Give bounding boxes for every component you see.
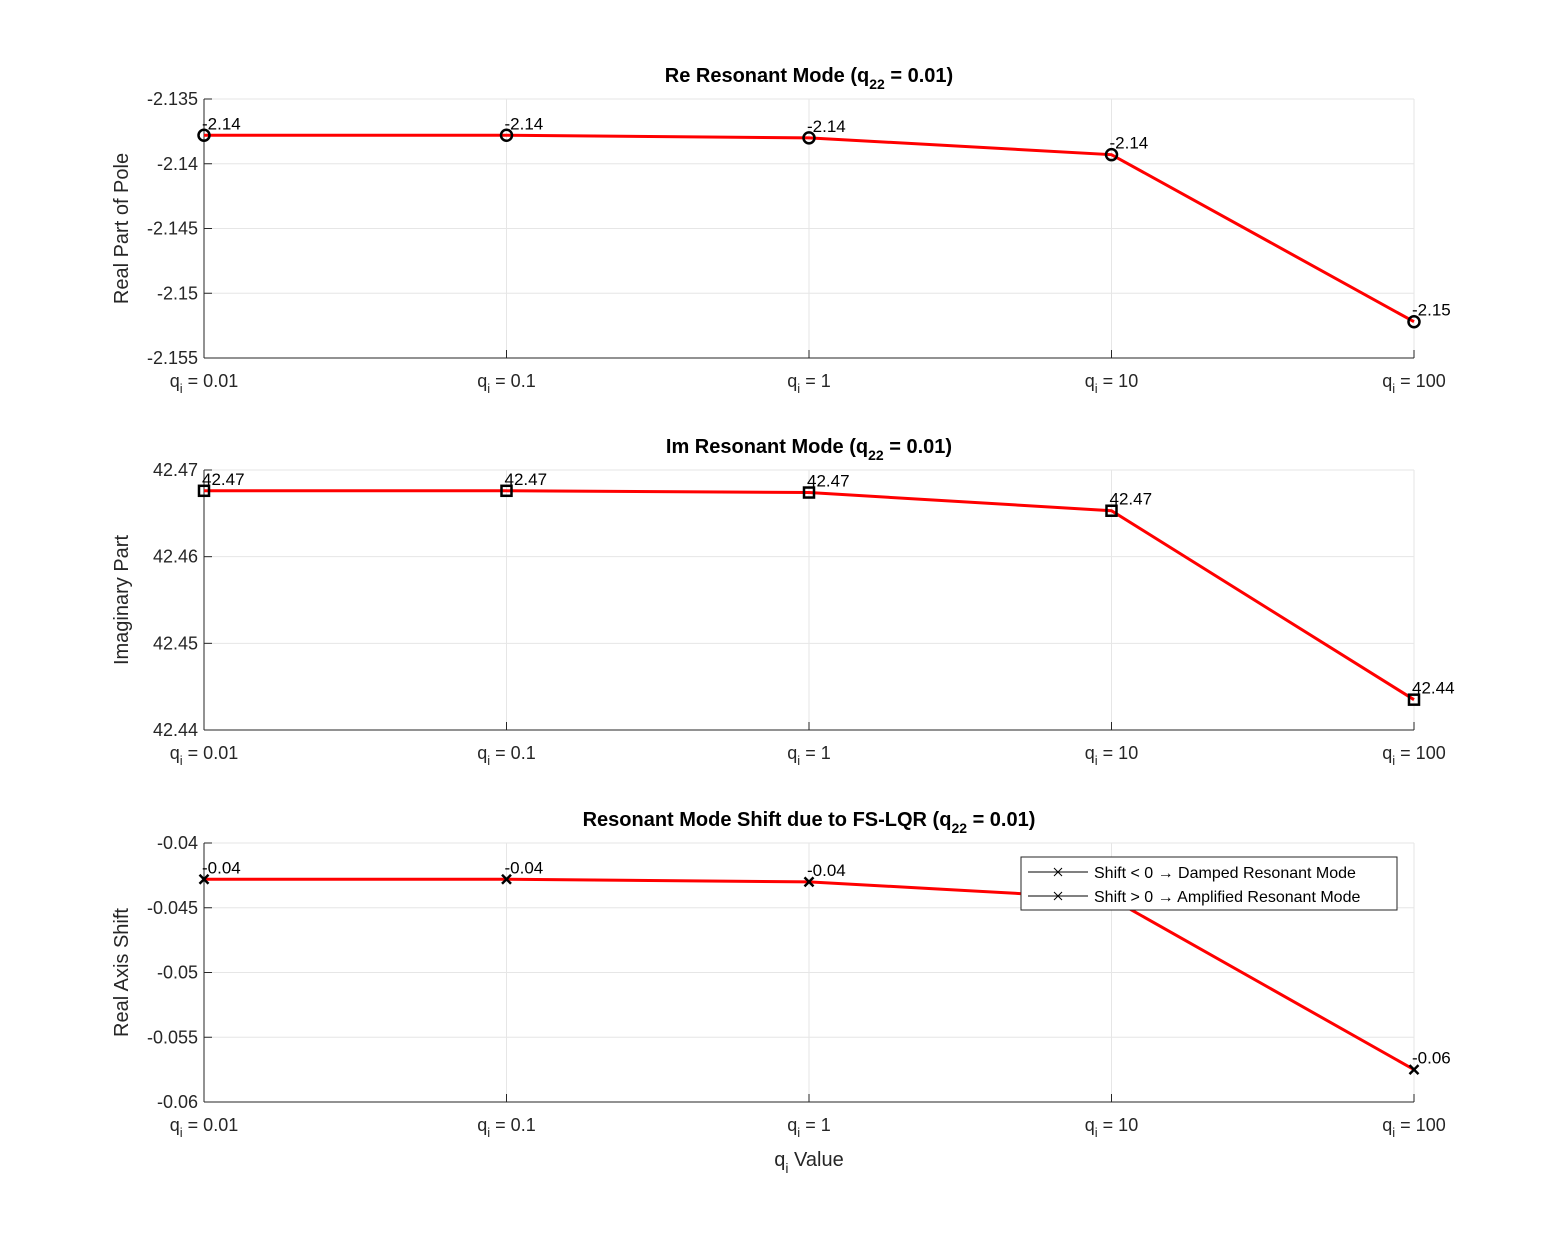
data-label: -0.04 — [807, 861, 846, 880]
data-label: 42.47 — [505, 470, 548, 489]
y-tick-label: -0.045 — [147, 898, 198, 918]
data-point — [197, 484, 211, 498]
data-point — [1105, 504, 1118, 517]
data-point — [198, 873, 210, 885]
data-point — [802, 486, 816, 499]
data-label: -2.14 — [807, 117, 846, 136]
legend-marker — [1053, 867, 1063, 877]
data-label: -0.04 — [505, 858, 544, 877]
data-label: -2.14 — [505, 114, 544, 133]
legend-entry: Shift > 0 → Amplified Resonant Mode — [1094, 889, 1360, 906]
data-point — [803, 876, 815, 888]
y-tick-label: -2.135 — [147, 89, 198, 109]
data-label: -0.04 — [202, 858, 241, 877]
panel-2: 42.44 42.45 42.46 42.47 qi = 0.01 qi = 0.1 qi … — [111, 436, 1455, 768]
y-tick-label: 42.46 — [153, 547, 198, 567]
y-tick-label: -2.155 — [147, 348, 198, 368]
data-label: -2.15 — [1412, 301, 1451, 320]
data-point — [1407, 693, 1421, 706]
data-label: -2.14 — [1110, 134, 1149, 153]
y-tick-label: -2.145 — [147, 219, 198, 239]
x-tick-label: qi = 10 — [1085, 743, 1138, 768]
y-axis-label: Real Part of Pole — [111, 153, 133, 304]
data-label: 42.47 — [202, 470, 245, 489]
data-label: 42.47 — [1110, 490, 1153, 509]
legend: Shift < 0 → Damped Resonant Mode Shift > … — [1020, 856, 1398, 911]
chart-title: Resonant Mode Shift due to FS-LQR (q22 =… — [583, 809, 1036, 836]
x-tick-label: qi = 1 — [787, 371, 830, 396]
x-tick-label: qi = 100 — [1382, 371, 1445, 396]
data-label: -0.06 — [1412, 1049, 1451, 1068]
x-tick-label: qi = 0.01 — [170, 743, 238, 768]
x-tick-label: qi = 100 — [1382, 743, 1445, 768]
x-tick-label: qi = 1 — [787, 1115, 830, 1140]
data-point — [500, 484, 513, 498]
y-tick-label: -0.055 — [147, 1027, 198, 1047]
y-axis-label: Imaginary Part — [111, 535, 133, 665]
y-tick-label: -0.05 — [157, 963, 198, 983]
chart-title: Im Resonant Mode (q22 = 0.01) — [666, 436, 952, 463]
x-tick-label: qi = 10 — [1085, 1115, 1138, 1140]
data-point — [802, 131, 816, 145]
data-label: 42.44 — [1412, 679, 1455, 698]
data-point — [499, 128, 514, 143]
data-point — [197, 128, 211, 143]
x-tick-label: qi = 0.1 — [477, 1115, 535, 1140]
x-tick-label: qi = 100 — [1382, 1115, 1445, 1140]
x-tick-label: qi = 10 — [1085, 371, 1138, 396]
data-point — [1407, 314, 1421, 329]
legend-entry: Shift < 0 → Damped Resonant Mode — [1094, 865, 1356, 882]
series-line — [204, 489, 1415, 701]
y-tick-label: -0.06 — [157, 1092, 198, 1112]
y-axis-label: Real Axis Shift — [111, 908, 133, 1037]
x-tick-label: qi = 0.1 — [477, 743, 535, 768]
y-tick-label: 42.47 — [153, 460, 198, 480]
x-tick-label: qi = 1 — [787, 743, 830, 768]
legend-box — [1020, 856, 1398, 911]
series-line — [204, 133, 1415, 324]
legend-marker — [1053, 891, 1063, 901]
data-point — [501, 873, 512, 885]
panel-3: -0.06 -0.055 -0.05 -0.045 -0.04 qi = 0.01 qi =… — [111, 809, 1451, 1176]
data-label: -2.14 — [202, 114, 241, 133]
x-tick-label: qi = 0.1 — [477, 371, 535, 396]
chart-title: Re Resonant Mode (q22 = 0.01) — [665, 65, 953, 92]
x-axis-label: qi Value — [774, 1149, 843, 1176]
y-tick-label: 42.44 — [153, 720, 198, 740]
data-point — [1408, 1064, 1420, 1076]
y-tick-label: -2.14 — [157, 154, 198, 174]
y-tick-label: 42.45 — [153, 633, 198, 653]
data-point — [1104, 147, 1119, 162]
y-tick-label: -0.04 — [157, 833, 198, 853]
data-label: 42.47 — [807, 472, 850, 491]
x-tick-label: qi = 0.01 — [170, 371, 238, 396]
y-tick-label: -2.15 — [157, 283, 198, 303]
x-tick-label: qi = 0.01 — [170, 1115, 238, 1140]
